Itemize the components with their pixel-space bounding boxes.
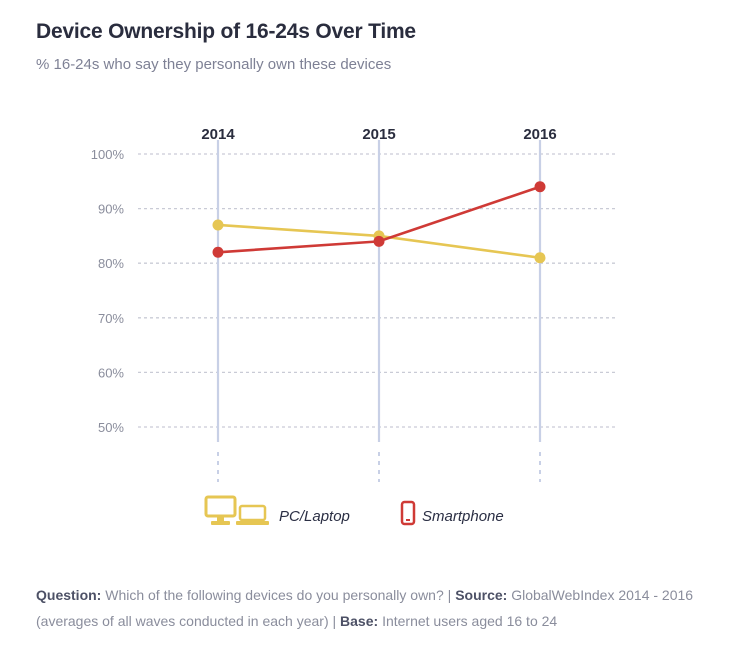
legend: PC/Laptop Smartphone bbox=[204, 495, 504, 526]
smartphone-icon bbox=[400, 500, 416, 526]
y-tick-label: 60% bbox=[98, 365, 124, 380]
legend-label-pc-laptop: PC/Laptop bbox=[279, 508, 350, 525]
y-tick-label: 70% bbox=[98, 311, 124, 326]
legend-label-smartphone: Smartphone bbox=[422, 508, 504, 525]
question-label: Question: bbox=[36, 587, 102, 603]
chart-subtitle: % 16-24s who say they personally own the… bbox=[36, 56, 392, 73]
y-tick-label: 50% bbox=[98, 420, 124, 435]
y-tick-label: 80% bbox=[98, 256, 124, 271]
footer-note: Question: Which of the following devices… bbox=[36, 582, 716, 634]
data-point-smartphone bbox=[534, 181, 546, 193]
data-point-smartphone bbox=[373, 235, 385, 247]
y-tick-label: 100% bbox=[91, 147, 125, 162]
y-tick-label: 90% bbox=[98, 202, 124, 217]
separator: | bbox=[328, 613, 341, 629]
grid-layer bbox=[138, 140, 618, 482]
data-point-pc-laptop bbox=[212, 219, 224, 231]
base-text: Internet users aged 16 to 24 bbox=[382, 613, 558, 629]
source-text: GlobalWebIndex 2014 - 2016 (averages of … bbox=[36, 587, 694, 629]
question-text: Which of the following devices do you pe… bbox=[105, 587, 444, 603]
chart-title: Device Ownership of 16-24s Over Time bbox=[36, 20, 416, 43]
data-point-pc-laptop bbox=[534, 252, 546, 264]
series-layer bbox=[212, 181, 546, 264]
line-chart: 100% 90% 80% 70% 60% 50% 2014 2015 2016 PC/Lapto… bbox=[91, 126, 618, 526]
axis-layer: 100% 90% 80% 70% 60% 50% 2014 2015 2016 bbox=[91, 126, 557, 435]
separator: | bbox=[443, 587, 456, 603]
x-tick-label: 2014 bbox=[201, 126, 235, 143]
x-tick-label: 2015 bbox=[362, 126, 395, 143]
data-point-smartphone bbox=[212, 246, 224, 258]
x-tick-label: 2016 bbox=[523, 126, 556, 143]
desktop-laptop-icon bbox=[204, 495, 269, 525]
source-label: Source: bbox=[455, 587, 508, 603]
base-label: Base: bbox=[340, 613, 379, 629]
